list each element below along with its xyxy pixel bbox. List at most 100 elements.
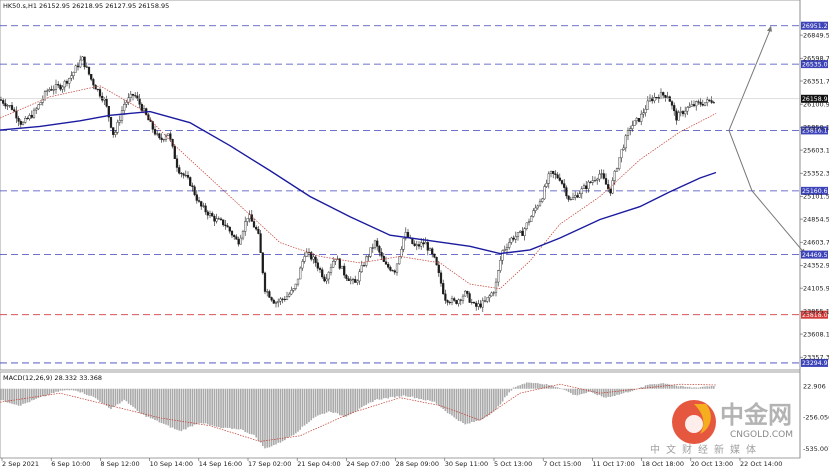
candle-body <box>439 272 443 284</box>
x-tick-label: 20 Oct 13:00 <box>691 460 733 468</box>
candle-body <box>343 265 346 276</box>
macd-bar <box>521 384 524 389</box>
candle-body <box>391 270 394 272</box>
macd-bar <box>4 388 7 402</box>
macd-bar <box>11 388 13 404</box>
macd-bar <box>378 388 381 400</box>
macd-bar <box>427 388 429 400</box>
macd-bar <box>270 388 273 447</box>
candle-body <box>129 93 132 98</box>
macd-bar <box>330 388 332 413</box>
candle-body <box>305 251 308 257</box>
candle-body <box>116 122 119 133</box>
macd-bar <box>108 388 110 408</box>
macd-bar <box>299 388 301 430</box>
y-tick-label: 24352.90 <box>803 262 829 270</box>
macd-bar <box>460 388 462 422</box>
candle-body <box>615 168 619 172</box>
candle-body <box>613 170 616 181</box>
candle-body <box>591 180 594 183</box>
macd-bar <box>594 388 596 395</box>
macd-bar <box>229 388 231 428</box>
level-label-box <box>801 186 828 195</box>
candle-body <box>169 133 172 140</box>
y-tick-label: 26100.90 <box>803 100 829 108</box>
macd-bar <box>554 386 557 389</box>
candle-body <box>114 132 117 135</box>
macd-bar <box>165 388 167 425</box>
candle-body <box>283 299 286 301</box>
macd-bar <box>528 382 530 389</box>
macd-bar <box>616 388 618 395</box>
macd-bar <box>462 388 464 424</box>
macd-bar <box>640 387 642 389</box>
macd-bar <box>664 383 667 389</box>
macd-bar <box>455 388 458 420</box>
macd-y-tick-label: -535.007 <box>803 445 829 453</box>
macd-bar <box>200 388 202 424</box>
macd-bar <box>147 388 150 417</box>
candle-body <box>4 103 7 107</box>
macd-bar <box>543 384 546 389</box>
level-label-box <box>801 60 828 69</box>
level-label-text: 23294.97 <box>802 360 829 367</box>
current-price-text: 26158.95 <box>802 96 829 103</box>
macd-bar <box>231 388 233 430</box>
macd-bar <box>171 388 174 428</box>
candle-body <box>527 221 531 224</box>
macd-bar <box>363 388 365 406</box>
candle-body <box>92 79 95 86</box>
macd-bar <box>26 388 29 403</box>
candle-body <box>109 116 113 128</box>
macd-bar <box>416 388 418 398</box>
macd-bar <box>578 388 581 395</box>
candle-body <box>219 218 223 220</box>
candle-body <box>618 157 621 169</box>
macd-bar <box>2 388 4 401</box>
candle-body <box>189 177 192 186</box>
candle-body <box>681 111 685 115</box>
candle-body <box>457 299 460 304</box>
candle-body <box>648 97 652 102</box>
candle-body <box>233 235 236 237</box>
macd-bar <box>48 388 51 395</box>
macd-bar <box>574 388 576 395</box>
macd-bar <box>517 385 519 389</box>
macd-bar <box>257 388 260 441</box>
macd-bar <box>325 388 328 413</box>
macd-bar <box>39 388 42 398</box>
candle-body <box>631 125 634 129</box>
candle-body <box>312 256 315 260</box>
candle-body <box>235 236 238 240</box>
candle-body <box>158 133 161 139</box>
candle-body <box>263 272 267 292</box>
level-label-text: 24469.58 <box>802 252 829 259</box>
candle-body <box>59 84 62 90</box>
macd-bar <box>693 387 695 389</box>
macd-bar <box>275 388 277 445</box>
y-tick-label: 26351.70 <box>803 77 829 85</box>
macd-bar <box>308 388 310 423</box>
macd-bar <box>691 387 693 389</box>
candle-body <box>255 226 258 230</box>
ma-fast-line <box>0 85 717 290</box>
candle-body <box>299 267 302 280</box>
y-tick-label: 25603.10 <box>803 146 829 154</box>
macd-bar <box>552 386 554 389</box>
candle-body <box>675 110 678 121</box>
candle-body <box>380 252 383 257</box>
candle-body <box>204 205 207 213</box>
macd-bar <box>284 388 286 441</box>
macd-bar <box>189 388 191 427</box>
macd-bar <box>592 388 594 393</box>
candle-body <box>598 173 601 180</box>
candle-body <box>446 300 449 303</box>
candle-body <box>523 228 526 236</box>
candle-body <box>510 237 513 243</box>
candle-body <box>52 89 55 91</box>
candle-body <box>2 100 5 104</box>
candle-body <box>486 297 489 302</box>
watermark-domain: CNGOLD.COM <box>730 430 793 440</box>
macd-bar <box>627 388 629 393</box>
